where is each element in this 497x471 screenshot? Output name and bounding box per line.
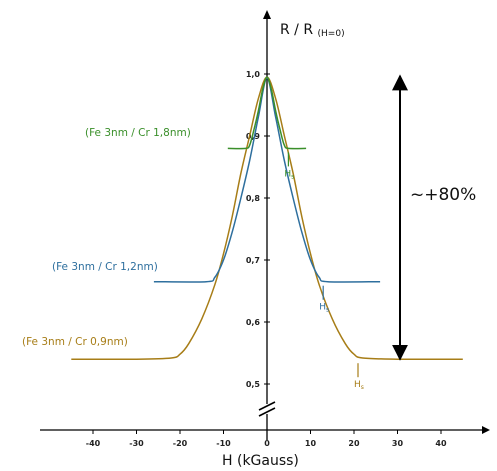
x-tick-label: 30: [392, 439, 404, 448]
series-label-cr-1-2: (Fe 3nm / Cr 1,2nm): [52, 261, 158, 273]
hs-label-sub: s: [361, 384, 364, 391]
y-axis-title-subscript: (H=0): [318, 29, 345, 39]
y-tick-label: 0,6: [246, 318, 261, 327]
y-tick-label: 0,8: [246, 194, 261, 203]
x-tick-label: -10: [216, 439, 231, 448]
hs-label-cr-1-2: Hs: [319, 303, 329, 314]
x-tick-label: 40: [435, 439, 447, 448]
x-axis-title: H (kGauss): [222, 453, 299, 469]
series-curves: [71, 76, 463, 361]
amplitude-annotation: ~+80%: [410, 185, 476, 205]
x-tick-label: 10: [305, 439, 317, 448]
x-ticks: -40 -30 -20 -10 0 10 20 30 40: [86, 430, 447, 448]
hs-label-main: H: [354, 380, 361, 390]
y-axis-break-mark: [258, 401, 276, 417]
series-label-cr-1-8: (Fe 3nm / Cr 1,8nm): [85, 127, 191, 139]
hs-label-cr-0-9: Hs: [354, 380, 364, 391]
y-axis-arrowhead: [263, 10, 271, 19]
x-tick-label: -20: [173, 439, 188, 448]
hs-label-cr-1-8: Hs: [284, 169, 294, 180]
y-axis-title: R / R (H=0): [280, 22, 345, 39]
hs-label-sub: s: [326, 307, 329, 314]
y-ticks: 0,5 0,6 0,7 0,8 0,9 1,0: [246, 70, 270, 389]
y-tick-label: 1,0: [246, 70, 261, 79]
series-line-cr-1-8: [227, 76, 307, 150]
y-tick-label: 0,5: [246, 380, 261, 389]
hs-label-sub: s: [291, 173, 294, 180]
y-tick-label: 0,9: [246, 132, 261, 141]
series-label-cr-0-9: (Fe 3nm / Cr 0,9nm): [22, 336, 128, 348]
hs-label-main: H: [319, 303, 326, 313]
x-tick-label: -30: [129, 439, 144, 448]
hs-label-main: H: [284, 169, 291, 179]
x-axis-arrowhead: [482, 426, 490, 434]
x-tick-label: -40: [86, 439, 101, 448]
series-line-cr-1-2: [153, 77, 381, 283]
y-axis-title-main: R / R: [280, 22, 313, 38]
y-tick-label: 0,7: [246, 256, 260, 265]
x-tick-label: 20: [348, 439, 360, 448]
x-tick-label: 0: [264, 439, 270, 448]
